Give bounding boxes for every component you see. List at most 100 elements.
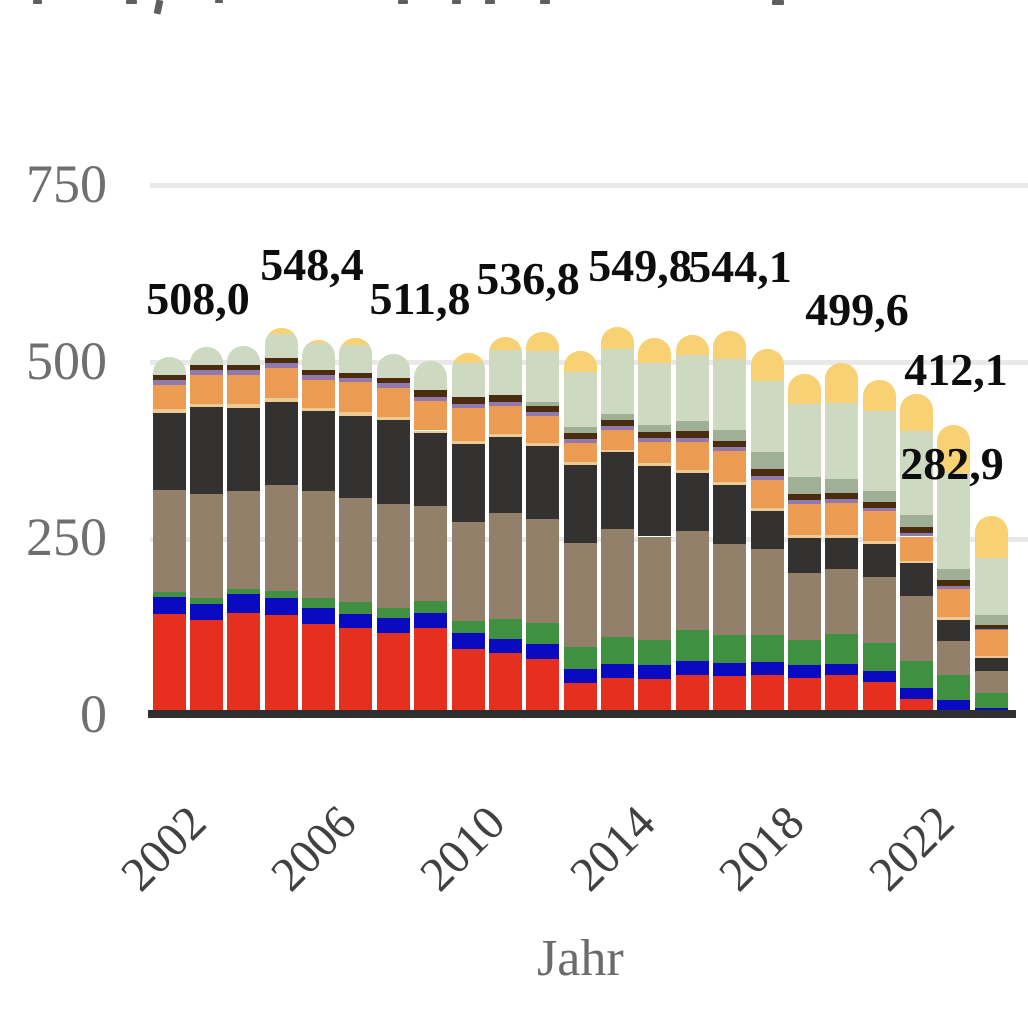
bar-2021-series-yellow	[862, 380, 896, 412]
bar-2018-series-peach	[750, 508, 784, 512]
bar-2003-series-peach	[189, 403, 223, 408]
bar-2020-series-red	[825, 675, 859, 716]
bar-2008-series-orange	[376, 387, 410, 417]
bar-2012-series-red	[526, 658, 560, 716]
bar-2010-series-darkbrown	[451, 397, 485, 404]
bar-2004-series-red	[227, 612, 261, 716]
bar-2023-series-darkgray	[937, 619, 971, 642]
bar-2022-series-blue	[900, 687, 934, 700]
bar-2008-series-lavender	[376, 383, 410, 388]
bar-2004-series-darkbrown	[227, 364, 261, 371]
bar-2005-series-darkgray	[264, 401, 298, 485]
bar-2021-series-peach	[862, 540, 896, 544]
bar-2017-series-red	[713, 676, 747, 716]
bar-2011-series-darkgray	[488, 436, 522, 514]
bar-2002-series-darkbrown	[152, 374, 186, 381]
bar-2017-series-darkbrown	[713, 441, 747, 448]
bar-2020-series-green	[825, 634, 859, 664]
bar-2011-series-red	[488, 653, 522, 716]
bar-2012-series-green	[526, 622, 560, 644]
bar-2008-series-red	[376, 632, 410, 716]
bar-2014-series-red	[601, 677, 635, 716]
bar-2024-series-green	[974, 693, 1008, 708]
value-label-2011: 536,8	[476, 253, 580, 304]
bar-2008-series-green	[376, 608, 410, 618]
bar-2022-series-lavender	[900, 532, 934, 537]
bar-2023-series-darkbrown	[937, 580, 971, 586]
bar-2012-series-peach	[526, 443, 560, 447]
x-tick-label-2022: 2022	[858, 795, 964, 902]
bar-2015-series-sage	[638, 362, 672, 425]
bar-2017-series-darkgray	[713, 484, 747, 545]
bar-2020-series-orange	[825, 502, 859, 536]
bar-2011-series-sage	[488, 349, 522, 396]
bar-2002-series-blue	[152, 596, 186, 615]
value-label-2014: 549,8	[588, 240, 692, 291]
bar-2007-series-orange	[339, 382, 373, 413]
bar-2015-series-orange	[638, 441, 672, 463]
bar-2017-series-yellow	[713, 331, 747, 360]
bar-2013-series-orange	[563, 442, 597, 463]
bar-2015-series-darkbrown	[638, 431, 672, 439]
bar-2016-series-lavender	[675, 437, 709, 442]
bar-2017-series-graysage	[713, 429, 747, 442]
bar-2018-series-yellow	[750, 349, 784, 382]
bar-2017-series-blue	[713, 663, 747, 677]
bar-2015-series-darkgray	[638, 465, 672, 537]
bar-2008-series-peach	[376, 416, 410, 421]
clipped-title-fragment	[33, 0, 42, 4]
bar-2015	[638, 337, 672, 716]
bar-2010-series-darkgray	[451, 443, 485, 522]
bar-2024-series-darkgray	[974, 658, 1008, 671]
bar-2013-series-graysage	[563, 426, 597, 433]
bar-2020-series-darkgray	[825, 537, 859, 569]
clipped-title-fragment	[215, 0, 223, 3]
bar-2008-series-taupe	[376, 504, 410, 609]
bar-2018-series-lavender	[750, 476, 784, 480]
bar-2007-series-peach	[339, 412, 373, 416]
bar-2018-series-red	[750, 675, 784, 716]
bar-2011-series-taupe	[488, 513, 522, 620]
clipped-title-fragment	[452, 0, 461, 4]
bar-2013	[563, 350, 597, 716]
bar-2022-series-green	[900, 660, 934, 688]
bar-2023-series-blue	[937, 700, 971, 711]
bar-2009-series-blue	[414, 612, 448, 628]
bar-2010-series-green	[451, 620, 485, 634]
bar-2007	[339, 337, 373, 716]
bar-2017-series-green	[713, 634, 747, 663]
bar-2019-series-peach	[787, 535, 821, 538]
bar-2014-series-sage	[601, 349, 635, 415]
bar-2016-series-darkgray	[675, 472, 709, 531]
clipped-title-fragment	[398, 0, 408, 4]
bar-2016-series-sage	[675, 354, 709, 422]
bar-2009	[414, 361, 448, 716]
bar-2011-series-orange	[488, 405, 522, 435]
bar-2003-series-lavender	[189, 370, 223, 375]
bar-2009-series-taupe	[414, 506, 448, 601]
bar-2012-series-yellow	[526, 332, 560, 351]
bar-2012-series-lavender	[526, 412, 560, 417]
bar-2023-series-peach	[937, 617, 971, 620]
bar-2012-series-darkbrown	[526, 405, 560, 413]
bar-2021-series-taupe	[862, 577, 896, 643]
bar-2007-series-sage	[339, 344, 373, 373]
bar-2016-series-yellow	[675, 335, 709, 355]
bar-2021-series-blue	[862, 670, 896, 683]
bar-2015-series-red	[638, 679, 672, 716]
bar-2012-series-darkgray	[526, 446, 560, 519]
bar-2002-series-lavender	[152, 380, 186, 386]
bar-2015-series-blue	[638, 665, 672, 680]
bar-2023-series-sage	[937, 472, 971, 569]
bar-2009-series-darkbrown	[414, 389, 448, 397]
bar-2007-series-blue	[339, 613, 373, 628]
bar-2006-series-peach	[302, 407, 336, 412]
bar-2014-series-peach	[601, 449, 635, 453]
bar-2005-series-yellow	[264, 328, 298, 334]
bar-2024-series-sage	[974, 558, 1008, 615]
bar-2005-series-sage	[264, 333, 298, 358]
bar-2024	[974, 516, 1008, 716]
bar-2013-series-green	[563, 646, 597, 669]
bar-2020-series-blue	[825, 663, 859, 675]
bar-2009-series-sage	[414, 361, 448, 390]
